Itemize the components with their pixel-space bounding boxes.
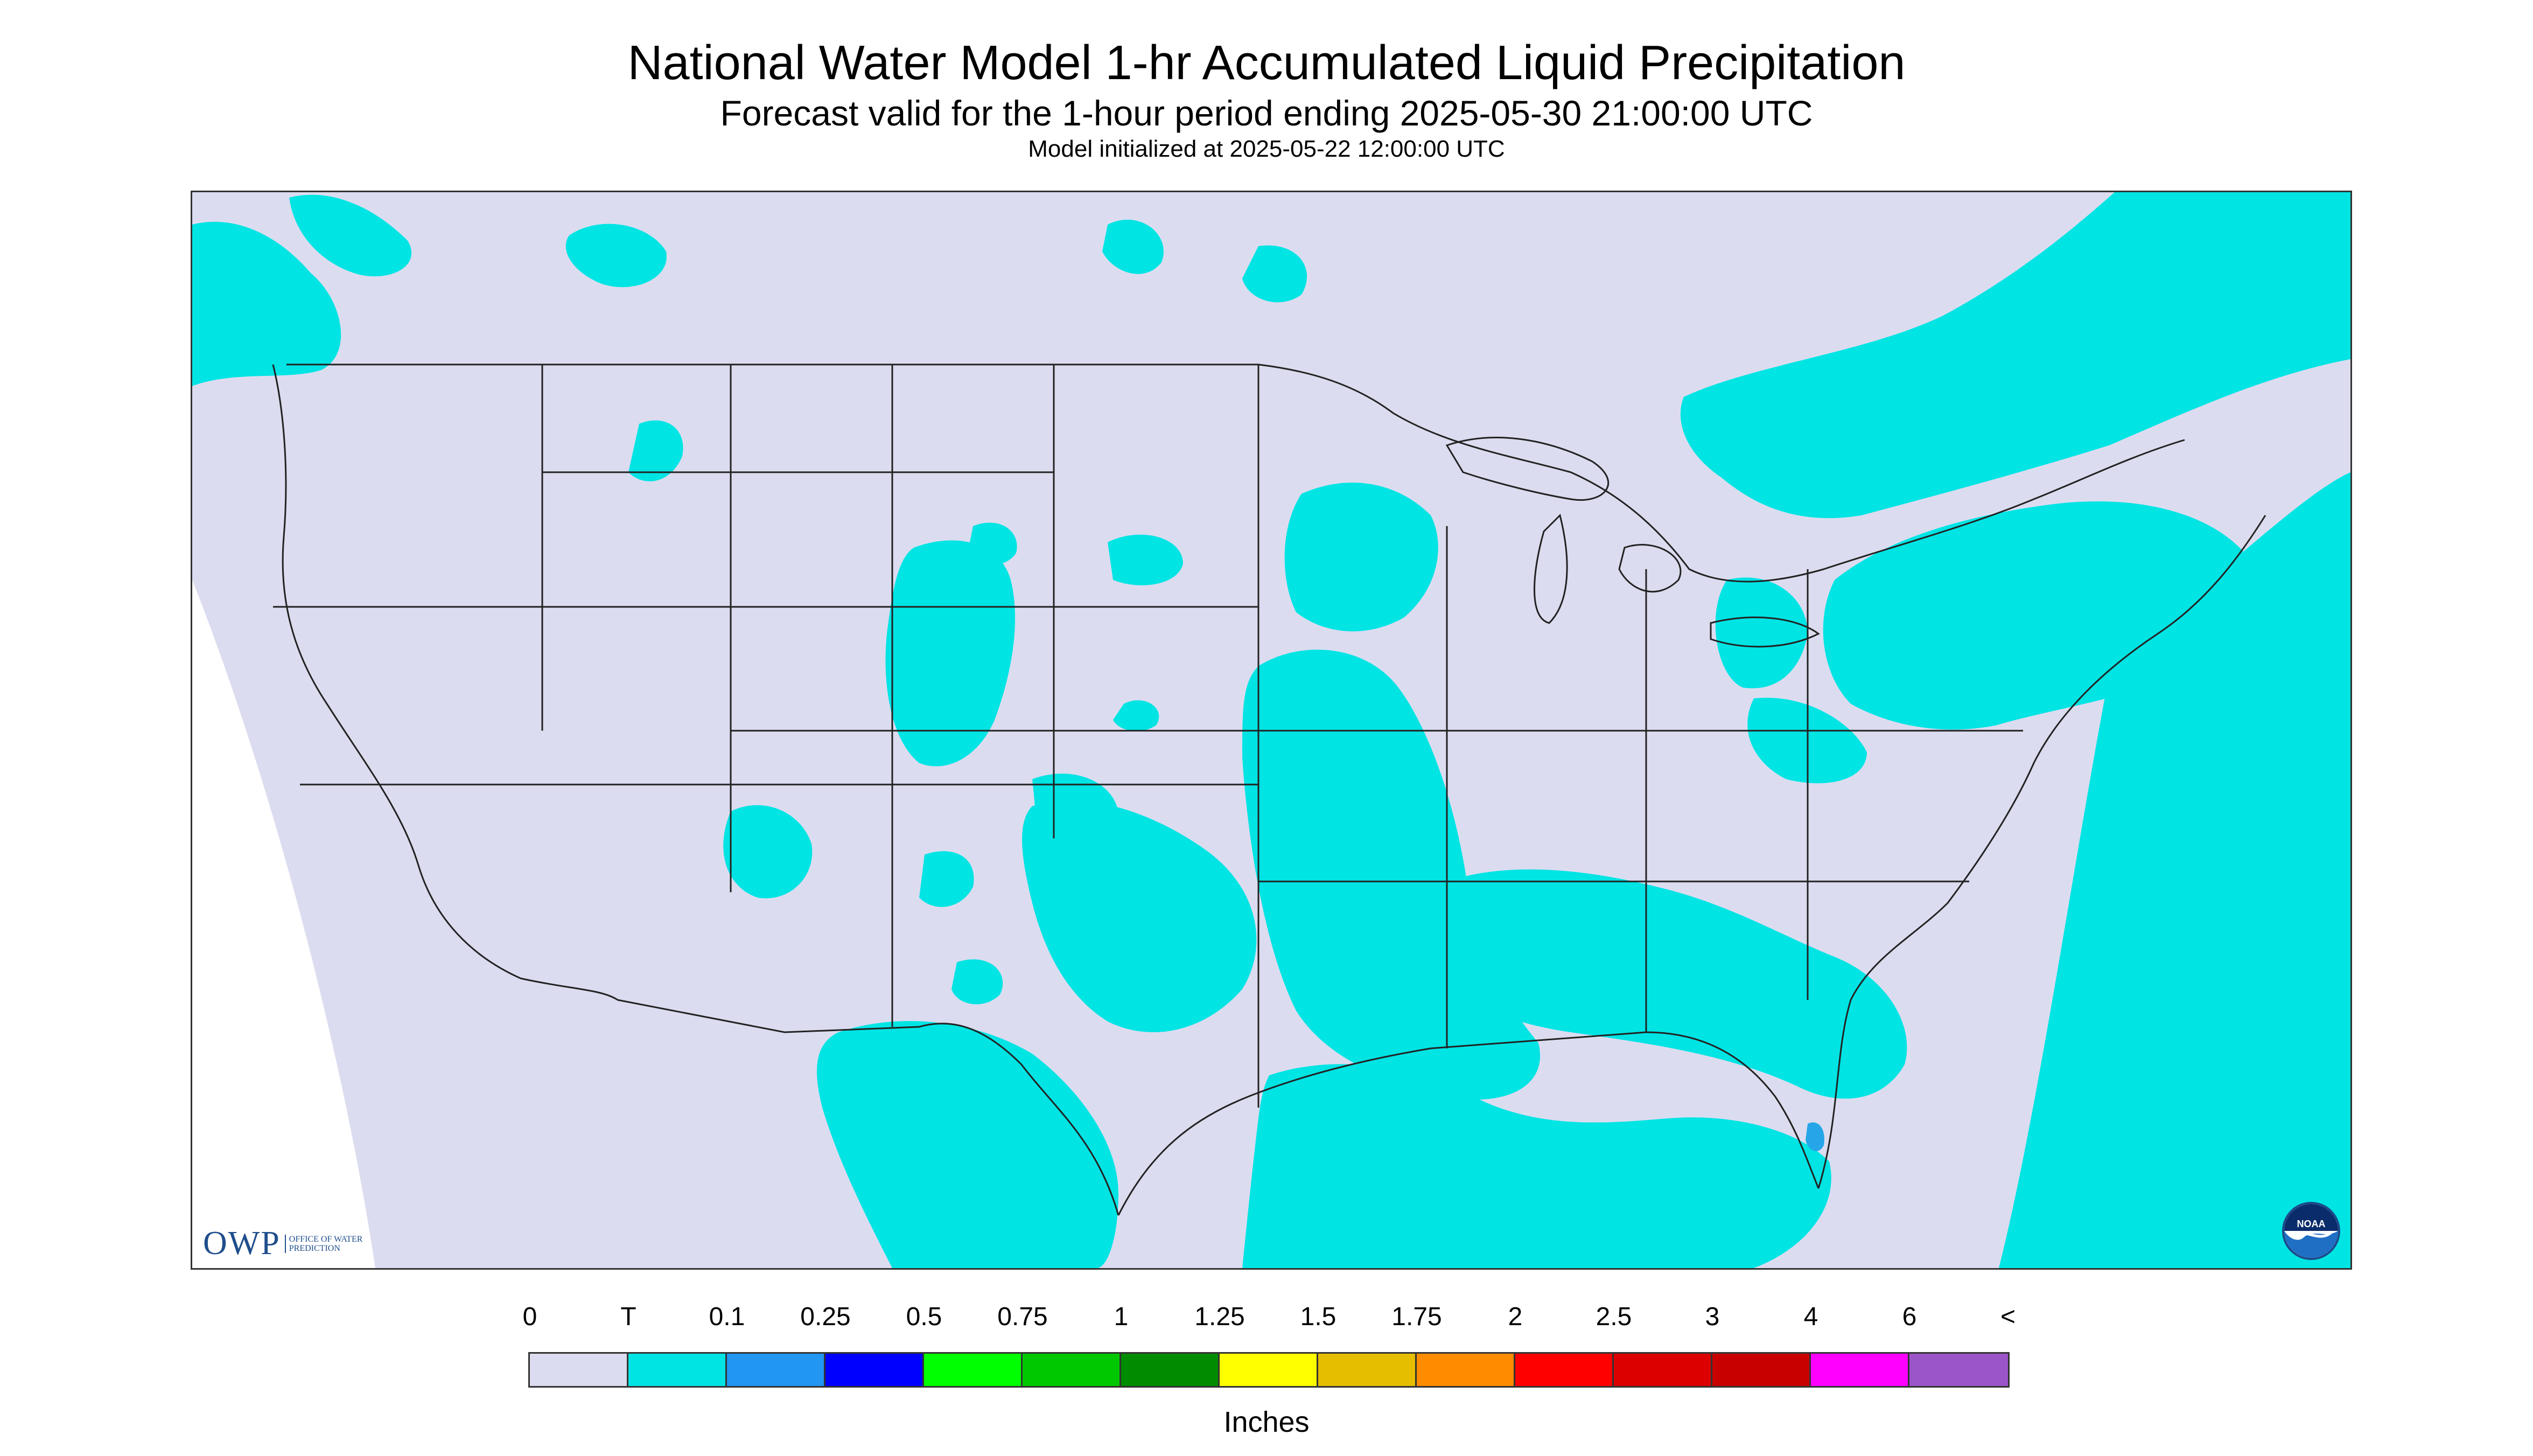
precip-canada-plains-2 xyxy=(1242,245,1307,303)
precip-new-mexico xyxy=(919,851,974,907)
legend-label: 0 xyxy=(522,1303,537,1331)
legend-label: 1.5 xyxy=(1300,1303,1337,1331)
precip-bc-inland xyxy=(289,194,412,277)
legend-label: 0.25 xyxy=(800,1303,851,1331)
canada-border xyxy=(286,363,2185,583)
legend-swatch xyxy=(1811,1354,1909,1386)
legend-label: T xyxy=(620,1303,636,1331)
precip-upper-midwest xyxy=(1284,482,1438,632)
precipitation-map: OWP Office of Water Prediction NOAA xyxy=(191,191,2352,1270)
map-subtitle: Forecast valid for the 1-hour period end… xyxy=(720,93,1813,133)
legend-swatch xyxy=(825,1354,924,1386)
precip-canada-plains xyxy=(1102,219,1164,274)
precip-atlantic xyxy=(1999,472,2350,1268)
state-lines-vertical xyxy=(541,365,1809,1108)
state-lines-horizontal xyxy=(273,471,2023,883)
model-init-text: Model initialized at 2025-05-22 12:00:00… xyxy=(1028,136,1505,162)
legend-label: 0.75 xyxy=(997,1303,1048,1331)
precip-montana xyxy=(628,420,683,481)
atlantic-coastline xyxy=(1817,515,2266,1189)
precip-nebraska xyxy=(1113,700,1159,731)
legend-swatch xyxy=(1318,1354,1417,1386)
legend-label: 0.5 xyxy=(906,1303,942,1331)
legend-swatch xyxy=(1515,1354,1614,1386)
legend-swatch xyxy=(1417,1354,1515,1386)
legend-label: 1 xyxy=(1114,1303,1129,1331)
precip-ohio-valley xyxy=(1715,577,1808,689)
legend-label: 2.5 xyxy=(1596,1303,1632,1331)
legend-label: 1.25 xyxy=(1194,1303,1245,1331)
legend-swatch xyxy=(628,1354,727,1386)
legend-swatch xyxy=(1121,1354,1220,1386)
owp-logo: OWP Office of Water Prediction xyxy=(203,1224,375,1263)
boundary-lines xyxy=(272,363,2266,1216)
precip-baja xyxy=(951,959,1003,1005)
legend-colorbar xyxy=(528,1352,2010,1388)
legend-swatch xyxy=(530,1354,628,1386)
precip-arizona xyxy=(723,805,813,899)
precip-canada-north xyxy=(565,223,667,288)
precip-wyoming xyxy=(968,522,1017,565)
legend-swatch xyxy=(1220,1354,1318,1386)
legend-swatch xyxy=(1023,1354,1121,1386)
legend-swatch xyxy=(1614,1354,1712,1386)
legend-swatch xyxy=(924,1354,1023,1386)
map-canvas xyxy=(192,192,2350,1268)
map-title: National Water Model 1-hr Accumulated Li… xyxy=(627,36,1906,90)
precipitation-layer xyxy=(192,192,2350,1268)
legend-labels: 0 T 0.1 0.25 0.5 0.75 1 1.25 1.5 1.75 2 2.5 3 4 6 < xyxy=(0,1302,2533,1340)
gulf-coastline xyxy=(1117,1031,1820,1216)
legend-units: Inches xyxy=(1223,1406,1310,1438)
precip-gulf xyxy=(1242,1064,1831,1268)
legend-label: 4 xyxy=(1803,1303,1818,1331)
noaa-logo: NOAA xyxy=(2282,1202,2340,1260)
owp-logo-text: Office of Water Prediction xyxy=(284,1234,375,1253)
heavier-precip-layer xyxy=(1806,1122,1824,1151)
precip-pacific-nw xyxy=(192,221,341,386)
legend-swatch xyxy=(727,1354,825,1386)
legend-label: 6 xyxy=(1902,1303,1917,1331)
precip-dakota-patch xyxy=(1108,534,1183,585)
great-lakes xyxy=(1445,437,1820,648)
west-mask xyxy=(192,580,375,1268)
mexico-border xyxy=(617,999,1119,1216)
legend-label: 2 xyxy=(1508,1303,1523,1331)
legend-label: 0.1 xyxy=(709,1303,745,1331)
west-coastline xyxy=(272,364,618,1001)
noaa-logo-text: NOAA xyxy=(2297,1219,2326,1229)
legend-label: 1.75 xyxy=(1391,1303,1442,1331)
precip-southeast xyxy=(1425,869,1907,1099)
legend-label: 3 xyxy=(1705,1303,1720,1331)
legend-swatch xyxy=(1712,1354,1811,1386)
precip-florida-cell xyxy=(1806,1122,1824,1151)
precip-texas-oklahoma xyxy=(1022,800,1257,1032)
legend-label: < xyxy=(2000,1303,2016,1331)
precip-northeast-us xyxy=(1823,501,2258,730)
legend-swatch xyxy=(1909,1354,2008,1386)
precip-colorado-rockies xyxy=(885,540,1016,767)
precip-quebec-ontario xyxy=(1680,192,2350,519)
precip-mexico xyxy=(817,1021,1118,1268)
owp-logo-mark: OWP xyxy=(203,1225,281,1262)
